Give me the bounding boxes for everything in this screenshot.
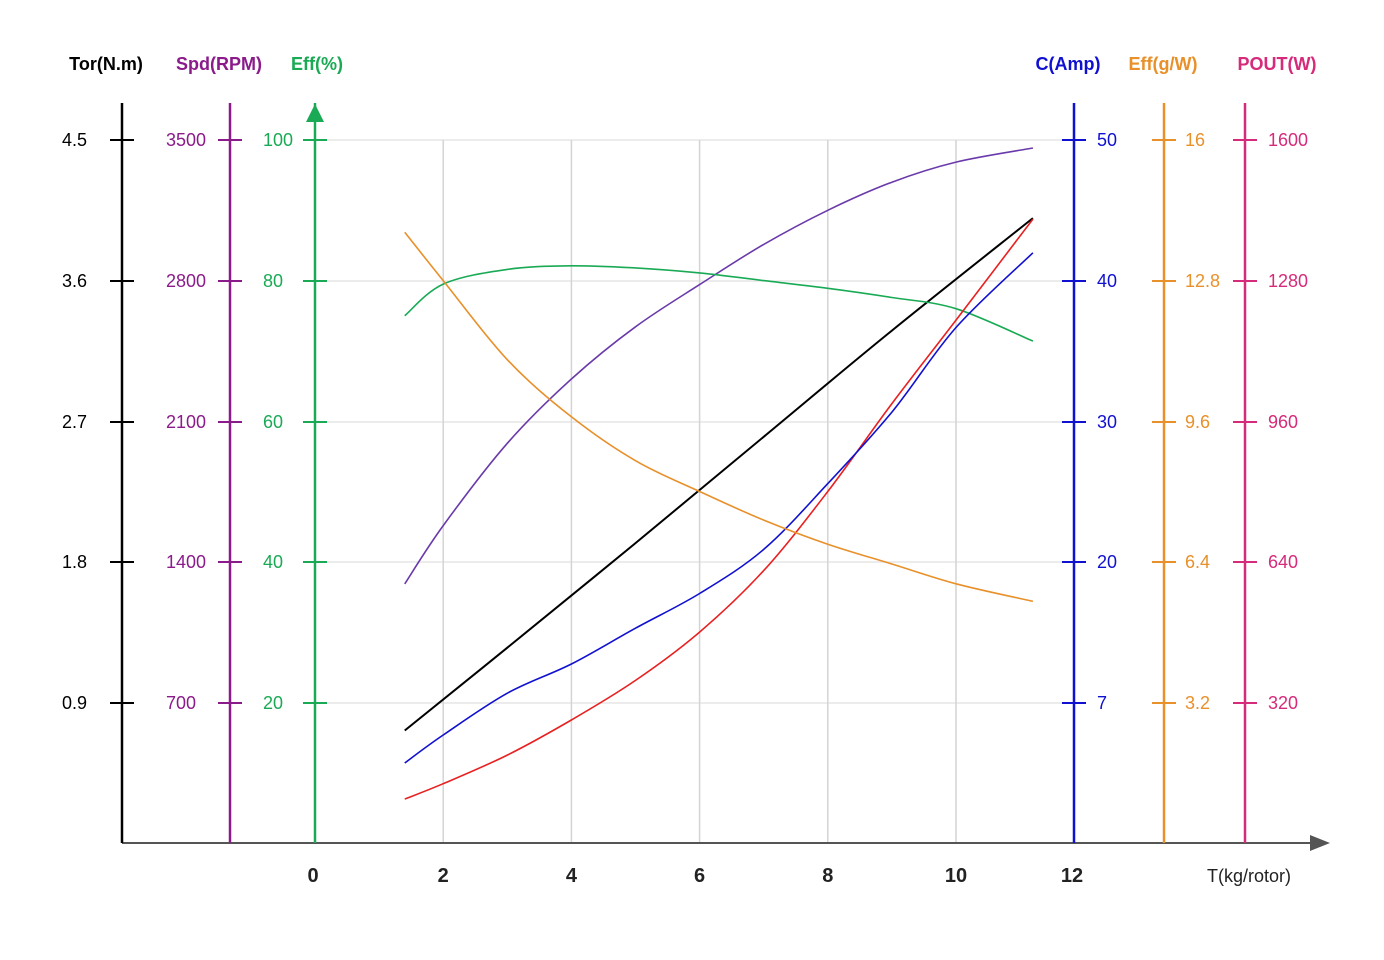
tor-tick-label: 0.9 — [62, 693, 87, 713]
effg-tick-label: 9.6 — [1185, 412, 1210, 432]
x-tick-label: 12 — [1061, 865, 1083, 887]
tor-tick-label: 4.5 — [62, 130, 87, 150]
spd-tick-label: 3500 — [166, 130, 206, 150]
tor-axis-title: Tor(N.m) — [69, 54, 143, 74]
eff-tick-label: 100 — [263, 130, 293, 150]
amp-tick-label: 50 — [1097, 130, 1117, 150]
amp-tick-label: 7 — [1097, 693, 1107, 713]
x-tick-label: 4 — [566, 865, 578, 887]
effg-tick-label: 16 — [1185, 130, 1205, 150]
tor-tick-label: 3.6 — [62, 271, 87, 291]
eff-axis-title: Eff(%) — [291, 54, 343, 74]
amp-tick-label: 40 — [1097, 271, 1117, 291]
effg-axis-title: Eff(g/W) — [1129, 54, 1198, 74]
amp-axis-title: C(Amp) — [1036, 54, 1101, 74]
x-tick-label: 6 — [694, 865, 705, 887]
x-tick-label: 0 — [307, 865, 318, 887]
effg-tick-label: 6.4 — [1185, 552, 1210, 572]
amp-tick-label: 30 — [1097, 412, 1117, 432]
pout-tick-label: 640 — [1268, 552, 1298, 572]
axes — [110, 103, 1330, 851]
eff-tick-label: 20 — [263, 693, 283, 713]
series-line-tor — [404, 217, 1034, 732]
x-tick-label: 10 — [945, 865, 967, 887]
pout-axis-title: POUT(W) — [1238, 54, 1317, 74]
grid — [315, 139, 1074, 843]
series-line-amp — [404, 252, 1034, 764]
spd-axis-title: Spd(RPM) — [176, 54, 262, 74]
spd-tick-label: 2100 — [166, 412, 206, 432]
x-tick-label: 2 — [438, 865, 449, 887]
pout-tick-label: 320 — [1268, 693, 1298, 713]
series-line-spd — [404, 147, 1034, 585]
pout-tick-label: 1600 — [1268, 130, 1308, 150]
eff-axis-arrow — [306, 104, 324, 122]
effg-tick-label: 12.8 — [1185, 271, 1220, 291]
eff-tick-label: 60 — [263, 412, 283, 432]
spd-tick-label: 700 — [166, 693, 196, 713]
x-tick-label: 8 — [822, 865, 833, 887]
tor-tick-label: 2.7 — [62, 412, 87, 432]
amp-tick-label: 20 — [1097, 552, 1117, 572]
labels: 0 2 4 6 8 10 12 T(kg/rotor) 0.9 1.8 2.7 3.6 4.5 Tor(N… — [62, 54, 1316, 887]
series-line-pout — [404, 218, 1034, 800]
spd-tick-label: 1400 — [166, 552, 206, 572]
x-axis-arrow — [1310, 835, 1330, 851]
pout-tick-label: 1280 — [1268, 271, 1308, 291]
series-line-effg — [404, 231, 1034, 603]
series-line-eff — [404, 264, 1034, 342]
eff-tick-label: 40 — [263, 552, 283, 572]
spd-tick-label: 2800 — [166, 271, 206, 291]
x-axis-title: T(kg/rotor) — [1207, 866, 1291, 886]
pout-tick-label: 960 — [1268, 412, 1298, 432]
series-lines — [404, 147, 1034, 800]
tor-tick-label: 1.8 — [62, 552, 87, 572]
effg-tick-label: 3.2 — [1185, 693, 1210, 713]
eff-tick-label: 80 — [263, 271, 283, 291]
